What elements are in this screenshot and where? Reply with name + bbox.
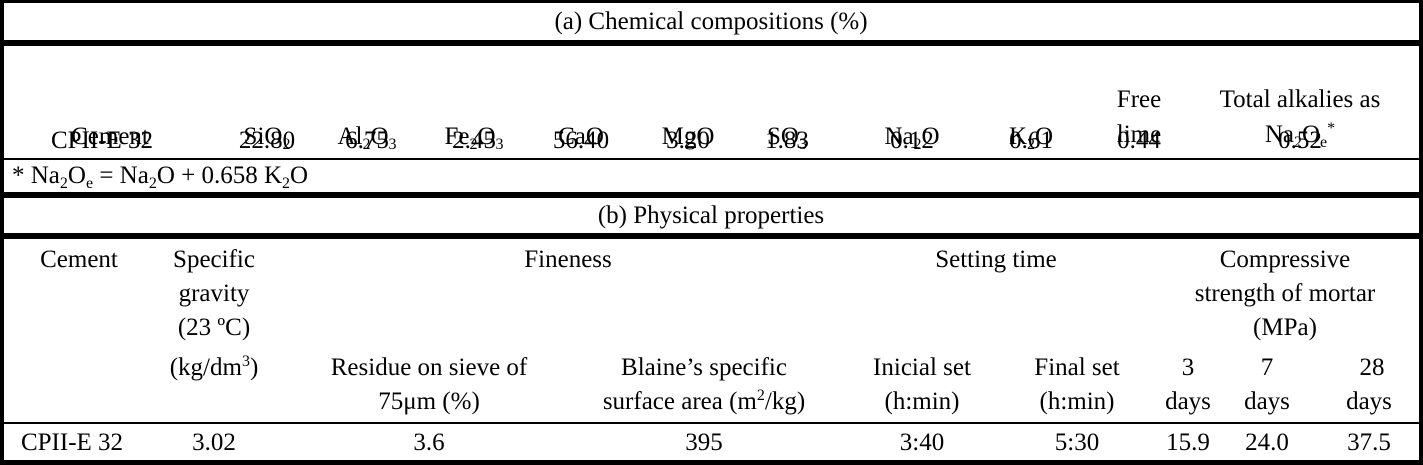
cell-free-lime: 0.44 <box>1117 127 1161 154</box>
header-cement-a: Cement <box>71 123 149 150</box>
cell-cao: 56.40 <box>552 127 610 154</box>
header-sio2: SiO2 <box>243 123 291 153</box>
cell-cs-3-days: 15.9 <box>1166 429 1210 456</box>
subheader-final-set-line2: (h:min) <box>1039 388 1115 415</box>
subheader-initial-set-line2: (h:min) <box>884 388 960 415</box>
header-mgo: MgO <box>661 123 715 150</box>
cell-cement-b: CPII-E 32 <box>20 429 124 456</box>
header-so3: SO3 <box>767 123 807 153</box>
header-total-alkalies-line2: Na2Oe* <box>1264 120 1336 151</box>
rule-under-row-a <box>0 158 1423 160</box>
section-a-title: (a) Chemical compositions (%) <box>554 8 868 35</box>
cell-final-set: 5:30 <box>1054 429 1100 456</box>
cell-fe2o3: 2.45 <box>452 127 496 154</box>
subheader-residue-line1: Residue on sieve of <box>330 354 528 381</box>
header-specific-gravity-line2: gravity <box>178 280 250 307</box>
cell-so3: 1.83 <box>765 127 809 154</box>
header-k2o: K2O <box>1008 123 1054 153</box>
cell-al2o3: 6.75 <box>345 127 389 154</box>
subheader-28-days-line1: 28 <box>1359 354 1385 381</box>
bottom-border <box>0 460 1423 465</box>
subheader-blaine-line2: surface area (m2/kg) <box>602 387 806 416</box>
header-compressive-line1: Compressive <box>1219 246 1351 273</box>
subheader-residue-line2: 75μm (%) <box>378 388 480 415</box>
cell-blaine: 395 <box>685 429 723 456</box>
rule-under-footnote <box>0 192 1423 198</box>
header-specific-gravity-line3: (23 ºC) <box>177 314 251 341</box>
header-na2o: Na2O <box>884 123 940 153</box>
left-border <box>0 0 4 465</box>
cell-residue: 3.6 <box>413 429 445 456</box>
subheader-3-days-line2: days <box>1165 388 1211 415</box>
header-al2o3: Al2O3 <box>337 123 397 153</box>
cell-cs-7-days: 24.0 <box>1245 429 1289 456</box>
rule-under-title-b <box>0 233 1423 239</box>
rule-under-title-a <box>0 40 1423 46</box>
header-fe2o3: Fe2O3 <box>444 123 504 153</box>
subheader-7-days-line2: days <box>1244 388 1290 415</box>
cell-sio2: 22.80 <box>238 127 296 154</box>
cell-k2o: 0.61 <box>1009 127 1053 154</box>
header-total-alkalies-line1: Total alkalies as <box>1219 86 1381 113</box>
header-specific-gravity-line1: Specific <box>173 246 255 273</box>
subheader-blaine-line1: Blaine’s specific <box>621 354 787 381</box>
cell-total-alkalies: 0.52 <box>1278 127 1322 154</box>
subheader-3-days-line1: 3 <box>1181 354 1195 381</box>
header-free-lime-line2: lime <box>1116 121 1162 148</box>
cell-initial-set: 3:40 <box>899 429 945 456</box>
subheader-7-days-line1: 7 <box>1260 354 1274 381</box>
subheader-final-set-line1: Final set <box>1034 354 1120 381</box>
cell-cs-28-days: 37.5 <box>1347 429 1391 456</box>
footnote: * Na2Oe = Na2O + 0.658 K2O <box>12 162 309 192</box>
header-cement-b: Cement <box>40 246 118 273</box>
header-setting-time: Setting time <box>935 246 1057 273</box>
header-compressive-line3: (MPa) <box>1253 314 1317 341</box>
cell-cement-a: CPII-E 32 <box>50 127 154 154</box>
header-cao: CaO <box>558 123 604 150</box>
subheader-specific-gravity-unit: (kg/dm3) <box>169 353 259 382</box>
header-compressive-line2: strength of mortar <box>1194 280 1376 307</box>
header-free-lime-line1: Free <box>1116 86 1162 113</box>
cell-mgo: 3.20 <box>666 127 710 154</box>
right-border <box>1419 0 1423 465</box>
rule-above-row-b <box>0 422 1423 424</box>
cell-na2o: 0.12 <box>890 127 934 154</box>
header-fineness: Fineness <box>524 246 612 273</box>
subheader-28-days-line2: days <box>1346 388 1392 415</box>
top-border <box>0 0 1423 3</box>
section-b-title: (b) Physical properties <box>597 202 825 229</box>
subheader-initial-set-line1: Inicial set <box>873 354 971 381</box>
cell-specific-gravity: 3.02 <box>192 429 236 456</box>
